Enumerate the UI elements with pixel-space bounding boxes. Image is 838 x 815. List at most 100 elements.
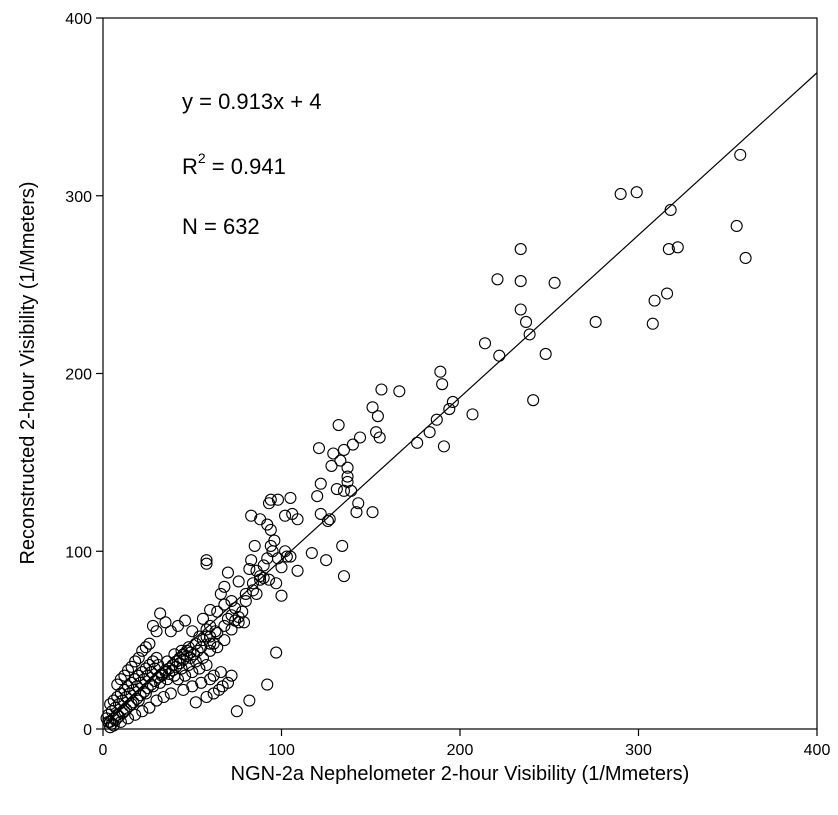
data-point — [118, 683, 131, 696]
data-point — [171, 673, 185, 686]
data-point — [321, 514, 334, 528]
data-point — [136, 666, 149, 679]
data-point — [218, 634, 231, 647]
data-point — [539, 347, 552, 360]
data-point — [132, 669, 145, 682]
data-point — [320, 554, 333, 567]
data-point — [330, 482, 343, 496]
data-point — [514, 303, 527, 316]
data-point — [221, 566, 234, 579]
data-point — [478, 337, 492, 350]
data-point — [155, 667, 168, 680]
x-tick-label: 300 — [625, 742, 652, 759]
y-tick-label: 200 — [65, 367, 92, 384]
data-point — [291, 564, 304, 577]
data-point — [134, 689, 147, 702]
data-point — [218, 580, 231, 593]
data-point — [180, 650, 193, 663]
data-point — [145, 678, 158, 691]
data-point — [104, 698, 117, 711]
data-point — [411, 436, 424, 449]
data-point — [154, 607, 167, 620]
data-point — [662, 243, 675, 256]
data-point — [109, 714, 122, 727]
y-tick-label: 0 — [83, 722, 92, 739]
data-point — [204, 619, 217, 632]
data-point — [146, 680, 160, 693]
data-point — [250, 587, 263, 600]
data-point — [189, 696, 202, 709]
data-point — [514, 275, 527, 288]
data-point — [154, 676, 167, 689]
data-point — [523, 328, 536, 341]
data-point — [341, 475, 354, 488]
data-point — [370, 426, 383, 439]
data-point — [146, 619, 160, 632]
equation-annotation: y = 0.913x + 4 — [182, 89, 321, 114]
data-point — [186, 666, 199, 679]
data-point — [261, 678, 274, 691]
data-point — [312, 442, 326, 455]
data-point — [111, 690, 124, 704]
data-point — [646, 317, 659, 330]
data-point — [130, 692, 143, 705]
data-point — [661, 287, 674, 300]
data-point — [218, 598, 231, 611]
r-squared-prefix: R — [182, 154, 198, 179]
data-point — [150, 651, 163, 664]
data-point — [138, 685, 151, 698]
data-point — [164, 625, 177, 638]
data-point — [434, 365, 447, 378]
data-point — [204, 637, 217, 650]
data-point — [527, 394, 540, 407]
data-point — [305, 546, 318, 560]
data-point — [336, 539, 349, 552]
data-point — [257, 559, 270, 572]
data-point — [734, 148, 747, 161]
data-point — [271, 493, 284, 506]
data-point — [275, 561, 288, 574]
data-point — [270, 646, 283, 659]
data-point — [262, 573, 276, 586]
data-point — [120, 703, 133, 716]
data-point — [430, 413, 443, 426]
data-point — [436, 378, 449, 391]
data-point — [243, 562, 256, 576]
data-point — [337, 443, 351, 456]
data-point — [245, 509, 258, 522]
data-point — [179, 614, 192, 627]
data-point — [519, 315, 533, 329]
data-point — [218, 619, 231, 632]
data-point — [191, 644, 204, 657]
data-point — [150, 694, 163, 707]
data-point — [279, 545, 292, 558]
data-point — [332, 418, 345, 432]
data-point — [225, 623, 238, 636]
data-point — [121, 680, 135, 693]
data-point — [264, 523, 277, 536]
data-point — [279, 509, 292, 522]
data-point — [196, 634, 210, 647]
plot-border — [102, 17, 818, 730]
data-point — [200, 658, 213, 672]
data-point — [275, 589, 288, 602]
y-tick-label: 400 — [65, 11, 92, 28]
data-point — [114, 687, 127, 700]
data-point — [493, 349, 506, 362]
data-point — [143, 637, 156, 650]
data-point — [366, 506, 379, 519]
data-point — [243, 694, 256, 707]
x-tick-label: 0 — [99, 742, 108, 759]
data-point — [375, 383, 388, 396]
data-point — [225, 669, 238, 682]
data-point — [113, 710, 126, 723]
data-point — [125, 660, 138, 673]
data-point — [164, 687, 177, 700]
data-point — [207, 687, 220, 700]
data-point — [136, 644, 149, 657]
data-point — [204, 603, 217, 616]
data-point — [123, 699, 136, 712]
x-tick-label: 200 — [447, 742, 474, 759]
data-point — [139, 662, 152, 675]
data-point — [225, 594, 238, 608]
